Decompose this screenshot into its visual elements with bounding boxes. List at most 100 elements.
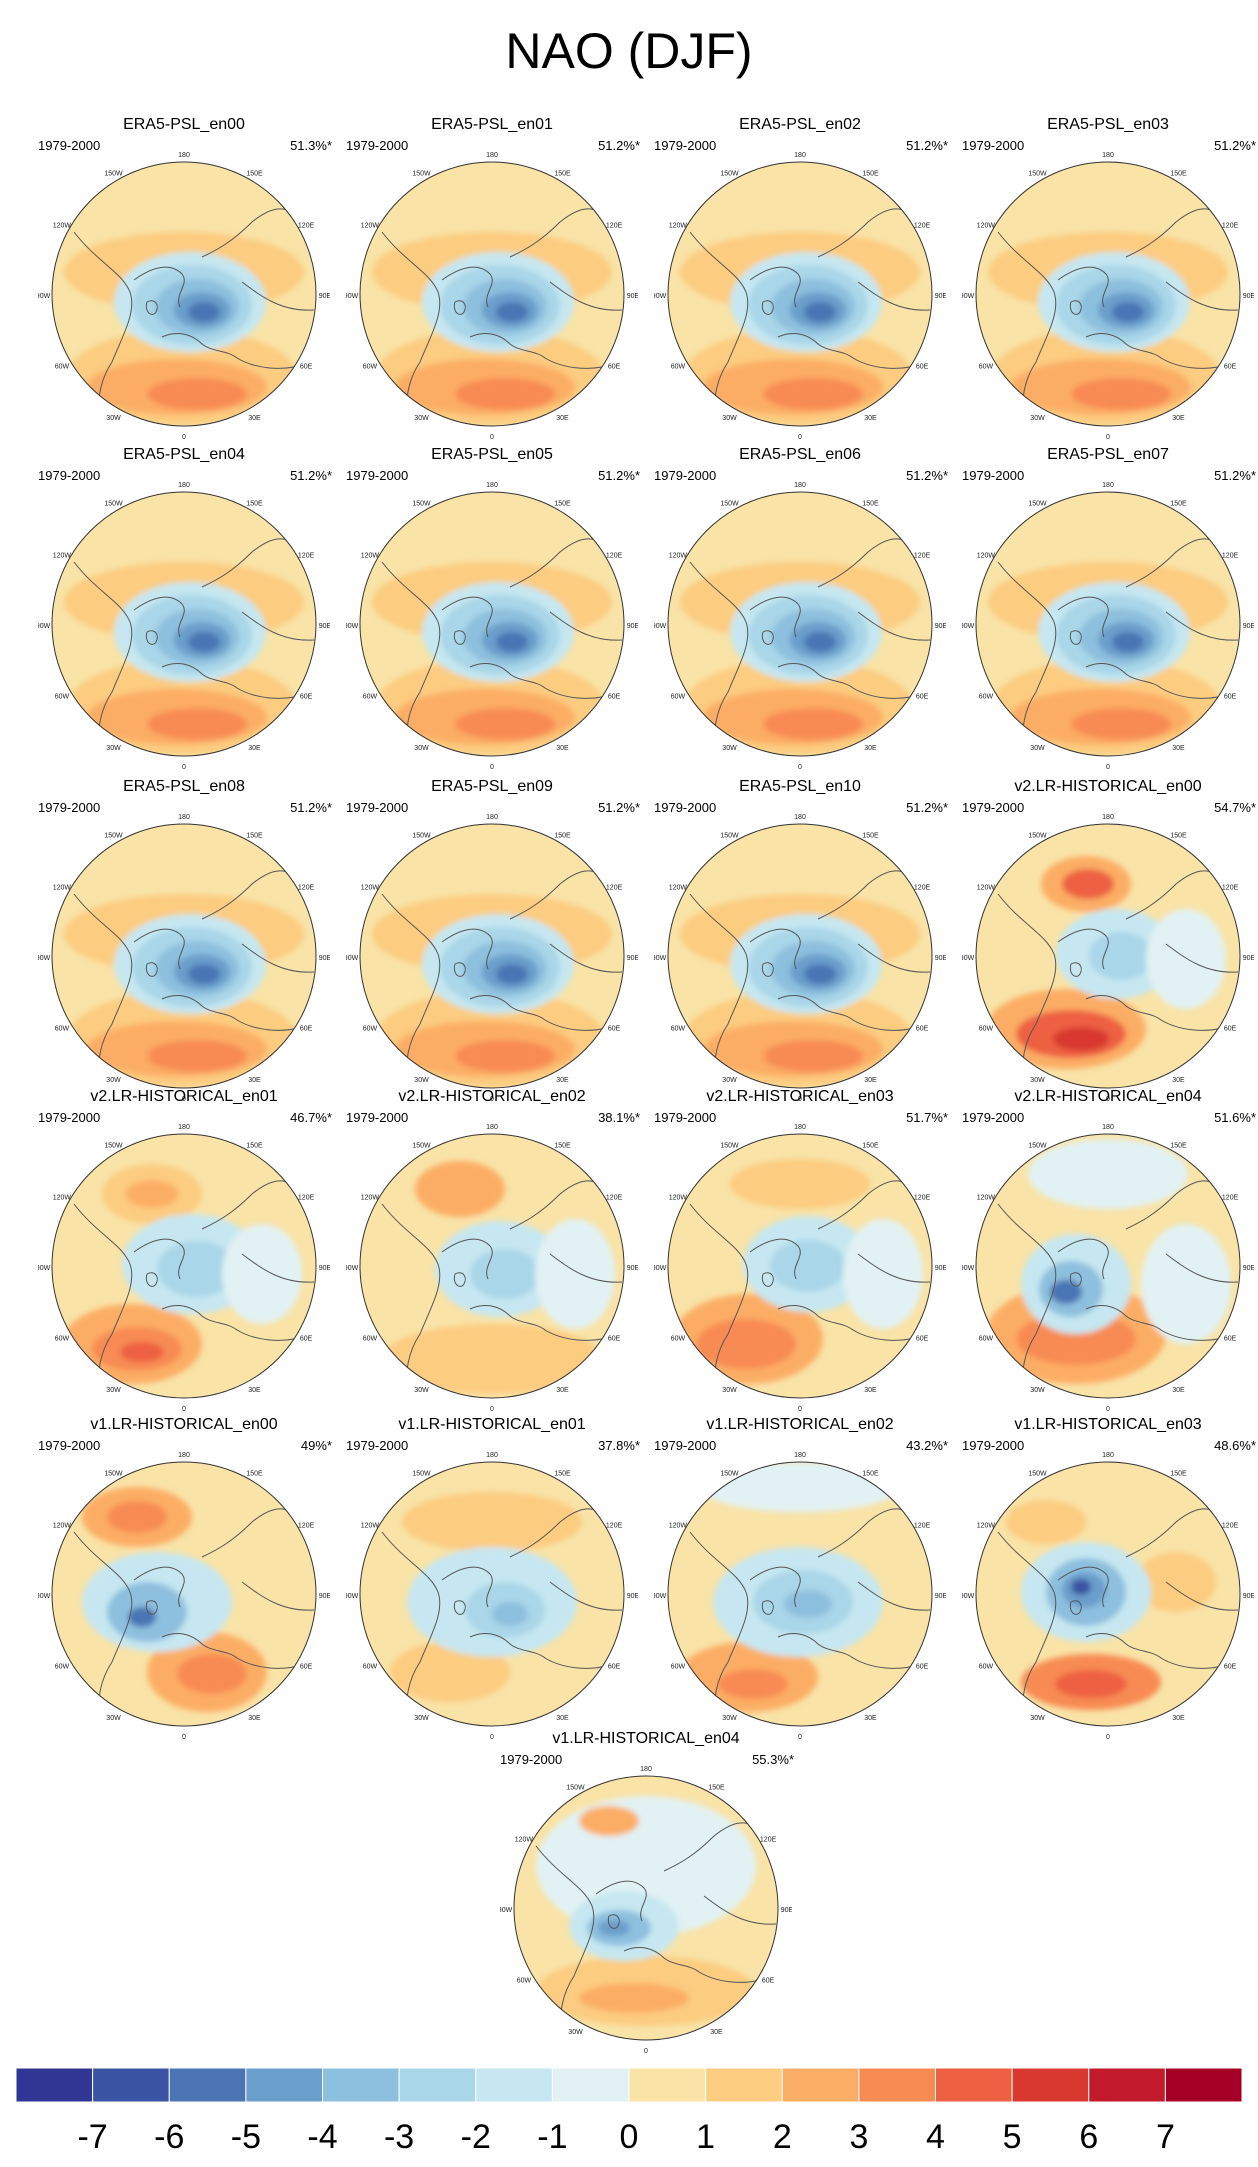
- map-panel: v2.LR-HISTORICAL_en01 1979-2000 46.7%* 180 1…: [30, 1088, 338, 1418]
- longitude-label: 180: [794, 1124, 806, 1131]
- longitude-label: 90W: [654, 1593, 667, 1600]
- colorbar-tick-label: -3: [384, 2118, 414, 2156]
- colorbar-tick-label: 2: [773, 2118, 792, 2156]
- polar-map: 180 150E 120E 90E 60E 30E 0 30W 60W 90W 120W 150W: [654, 1124, 946, 1413]
- longitude-label: 30E: [248, 1715, 261, 1722]
- polar-map: 180 150E 120E 90E 60E 30E 0 30W 60W 90W 120W 150W: [962, 482, 1254, 771]
- longitude-label: 60W: [363, 1335, 378, 1342]
- coastlines: [689, 538, 931, 755]
- panel-title: v1.LR-HISTORICAL_en03: [1014, 1416, 1202, 1433]
- anomaly-contour: [804, 632, 836, 652]
- panel-period: 1979-2000: [346, 800, 409, 815]
- colorbar-tick-label: 6: [1079, 2118, 1098, 2156]
- longitude-label: 30E: [710, 2029, 723, 2036]
- anomaly-contour: [496, 632, 528, 652]
- anomaly-contour: [382, 1324, 602, 1394]
- panel-variance-pct: 51.2%*: [598, 468, 640, 483]
- polar-map: 180 150E 120E 90E 60E 30E 0 30W 60W 90W 120W 150W: [654, 152, 946, 441]
- longitude-label: 60W: [671, 363, 686, 370]
- map-panel: v1.LR-HISTORICAL_en03 1979-2000 48.6%* 180 1…: [954, 1416, 1258, 1746]
- longitude-label: 90E: [935, 1593, 946, 1600]
- longitude-label: 90W: [38, 1265, 51, 1272]
- anomaly-contour: [107, 1501, 167, 1533]
- anomaly-contour: [763, 1040, 863, 1072]
- longitude-label: 120E: [606, 552, 623, 559]
- polar-map: 180 150E 120E 90E 60E 30E 0 30W 60W 90W 120W 150W: [346, 482, 638, 771]
- map-panel: ERA5-PSL_en05 1979-2000 51.2%* 180 150E 120E 9…: [338, 446, 646, 776]
- map-panel: ERA5-PSL_en10 1979-2000 51.2%* 180 150E 120E 9…: [646, 778, 954, 1108]
- anomaly-contour: [128, 1607, 156, 1627]
- longitude-label: 90E: [1243, 623, 1254, 630]
- longitude-label: 30W: [722, 1387, 737, 1394]
- longitude-label: 120W: [977, 1522, 996, 1529]
- polar-map: 180 150E 120E 90E 60E 30E 0 30W 60W 90W 120W 150W: [654, 482, 946, 771]
- longitude-label: 150W: [720, 171, 739, 178]
- coastlines: [381, 208, 623, 425]
- coastlines: [997, 1508, 1239, 1725]
- longitude-label: 150E: [1170, 171, 1187, 178]
- longitude-label: 0: [798, 434, 802, 441]
- map-rim: [667, 1461, 933, 1727]
- longitude-label: 60E: [1224, 1025, 1237, 1032]
- panel-period: 1979-2000: [38, 1438, 101, 1453]
- longitude-label: 180: [178, 814, 190, 821]
- longitude-label: 60E: [916, 1335, 929, 1342]
- coastlines: [997, 870, 1239, 1087]
- longitude-label: 150E: [554, 501, 571, 508]
- longitude-label: 30E: [248, 415, 261, 422]
- panel-variance-pct: 37.8%*: [598, 1438, 640, 1453]
- panel-period: 1979-2000: [654, 1438, 717, 1453]
- panel-period: 1979-2000: [654, 1110, 717, 1125]
- longitude-label: 90E: [1243, 1265, 1254, 1272]
- panel-period: 1979-2000: [38, 138, 101, 153]
- longitude-label: 150W: [566, 1785, 585, 1792]
- anomaly-contour: [496, 964, 528, 984]
- longitude-label: 60E: [300, 1335, 313, 1342]
- map-rim: [359, 823, 625, 1089]
- anomaly-contour: [535, 1219, 615, 1329]
- longitude-label: 120W: [53, 1522, 72, 1529]
- map-rim: [359, 1133, 625, 1399]
- longitude-label: 60W: [55, 693, 70, 700]
- longitude-label: 120W: [361, 884, 380, 891]
- polar-map: 180 150E 120E 90E 60E 30E 0 30W 60W 90W 120W 150W: [654, 814, 946, 1103]
- panel-period: 1979-2000: [346, 138, 409, 153]
- panel-period: 1979-2000: [38, 468, 101, 483]
- longitude-label: 30E: [1172, 415, 1185, 422]
- anomaly-contour: [1112, 632, 1144, 652]
- longitude-label: 150E: [708, 1785, 725, 1792]
- anomaly-contour: [770, 1240, 846, 1292]
- longitude-label: 120E: [606, 1522, 623, 1529]
- panel-variance-pct: 55.3%*: [752, 1752, 794, 1767]
- panel-period: 1979-2000: [962, 468, 1025, 483]
- longitude-label: 60W: [979, 1663, 994, 1670]
- longitude-label: 180: [486, 1452, 498, 1459]
- longitude-label: 150W: [1028, 1471, 1047, 1478]
- longitude-label: 60W: [979, 363, 994, 370]
- longitude-label: 120W: [361, 552, 380, 559]
- panel-title: v1.LR-HISTORICAL_en04: [552, 1730, 740, 1747]
- longitude-label: 60E: [916, 1025, 929, 1032]
- longitude-label: 180: [1102, 1452, 1114, 1459]
- longitude-label: 90E: [1243, 1593, 1254, 1600]
- longitude-label: 30W: [568, 2029, 583, 2036]
- longitude-label: 120E: [1222, 222, 1239, 229]
- longitude-label: 120W: [977, 222, 996, 229]
- polar-map: 180 150E 120E 90E 60E 30E 0 30W 60W 90W 120W 150W: [38, 1124, 330, 1413]
- longitude-label: 150E: [1170, 501, 1187, 508]
- colorbar-swatch: [705, 2068, 783, 2103]
- colorbar-swatch: [858, 2068, 937, 2103]
- map-rim: [51, 1133, 317, 1399]
- longitude-label: 30W: [414, 1387, 429, 1394]
- colorbar-tick-label: 3: [849, 2118, 868, 2156]
- longitude-label: 0: [490, 1734, 494, 1741]
- longitude-label: 60W: [671, 1663, 686, 1670]
- longitude-label: 30W: [414, 745, 429, 752]
- longitude-label: 30E: [248, 1387, 261, 1394]
- longitude-label: 30E: [248, 745, 261, 752]
- longitude-label: 180: [794, 1452, 806, 1459]
- longitude-label: 60E: [916, 1663, 929, 1670]
- polar-map: 180 150E 120E 90E 60E 30E 0 30W 60W 90W 120W 150W: [38, 1452, 330, 1741]
- longitude-label: 60E: [1224, 693, 1237, 700]
- longitude-label: 180: [486, 1124, 498, 1131]
